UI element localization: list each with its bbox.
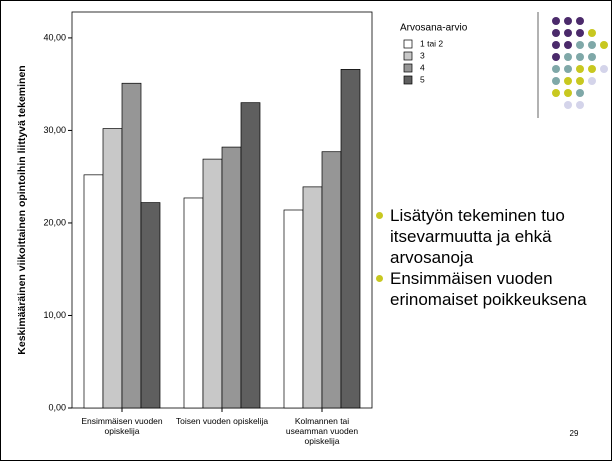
y-tick-label: 40,00 bbox=[43, 32, 66, 42]
legend-swatch bbox=[403, 63, 413, 73]
y-tick-label: 10,00 bbox=[43, 310, 66, 320]
legend-swatch bbox=[403, 51, 413, 61]
bullet: Lisätyön tekeminen tuo itsevarmuutta ja … bbox=[376, 205, 596, 268]
bar bbox=[302, 186, 323, 409]
legend-label: 4 bbox=[420, 62, 425, 72]
bar bbox=[321, 151, 342, 409]
legend-title: Arvosana-arvio bbox=[400, 23, 468, 34]
x-tick-label: Toisen vuoden opiskelija bbox=[175, 416, 269, 426]
bar bbox=[221, 146, 242, 409]
bar bbox=[83, 174, 104, 409]
bar bbox=[183, 197, 204, 409]
bar bbox=[340, 69, 361, 409]
legend-swatch bbox=[403, 39, 413, 49]
legend-label: 1 tai 2 bbox=[420, 38, 443, 48]
page-number: 29 bbox=[570, 429, 579, 438]
y-tick-label: 20,00 bbox=[43, 217, 66, 227]
x-tick-label: Kolmannen tai useamman vuoden opiskelija bbox=[285, 416, 359, 446]
bullet-list: Lisätyön tekeminen tuo itsevarmuutta ja … bbox=[376, 205, 596, 310]
bar bbox=[240, 102, 261, 409]
bullet: Ensimmäisen vuoden erinomaiset poikkeuks… bbox=[376, 268, 596, 310]
y-tick-label: 0,00 bbox=[48, 402, 66, 412]
decoration-dots bbox=[552, 17, 608, 109]
bar bbox=[121, 82, 142, 409]
legend-swatch bbox=[403, 75, 413, 85]
x-tick-label: Ensimmäisen vuoden opiskelija bbox=[81, 416, 163, 436]
y-tick-label: 30,00 bbox=[43, 125, 66, 135]
bar bbox=[102, 128, 123, 409]
bar bbox=[283, 209, 304, 409]
legend-label: 3 bbox=[420, 50, 425, 60]
y-axis-label: Keskimääräinen viikoittainen opintoihin … bbox=[16, 65, 28, 354]
legend-label: 5 bbox=[420, 74, 425, 84]
bar bbox=[202, 158, 223, 409]
bar bbox=[140, 202, 161, 409]
